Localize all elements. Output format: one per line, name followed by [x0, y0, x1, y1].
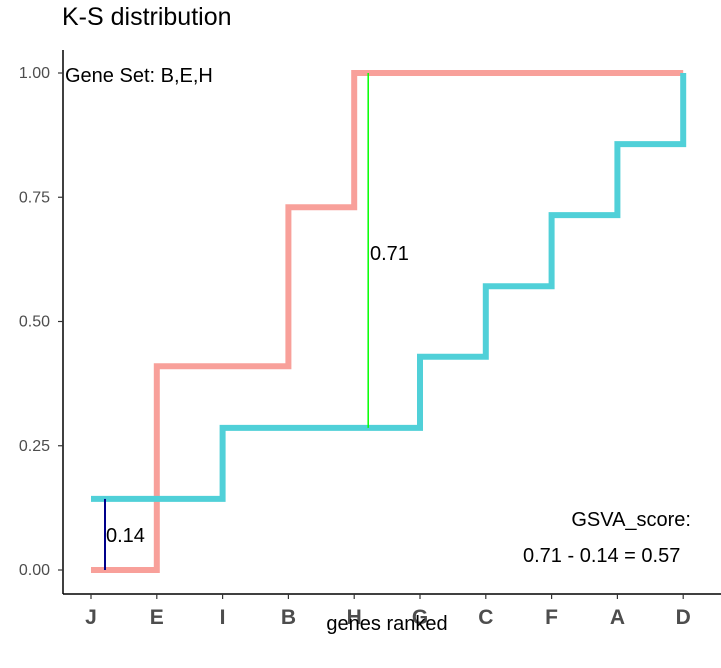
x-tick-label: A: [610, 606, 625, 629]
x-tick-label: D: [676, 606, 691, 629]
x-tick-label: H: [347, 606, 362, 629]
y-tick-label: 0.25: [19, 438, 50, 455]
series-layer: [90, 70, 687, 573]
y-tick-label: 0.50: [19, 314, 50, 331]
series-line-1: [91, 70, 684, 573]
annotation-layer: [104, 73, 369, 570]
y-tick-label: 1.00: [19, 65, 50, 82]
x-tick-label: B: [281, 606, 296, 629]
max-pos-label: 0.71: [370, 243, 409, 265]
x-tick-label: E: [150, 606, 164, 629]
x-axis-title: genes ranked: [326, 613, 447, 635]
max-neg-label: 0.14: [106, 525, 145, 547]
x-tick-label: I: [220, 606, 226, 629]
x-tick-label: G: [412, 606, 428, 629]
x-tick-label: C: [478, 606, 493, 629]
x-tick-label: J: [85, 606, 97, 629]
gene-set-label: Gene Set: B,E,H: [65, 65, 213, 87]
score-label: GSVA_score:: [571, 509, 691, 531]
chart-title: K-S distribution: [62, 3, 232, 31]
y-ticks: 0.00 0.25 0.50 0.75 1.00: [19, 65, 63, 579]
x-tick-label: F: [545, 606, 558, 629]
y-tick-label: 0.75: [19, 189, 50, 206]
y-tick-label: 0.00: [19, 562, 50, 579]
series-line-2: [91, 73, 687, 502]
score-formula: 0.71 - 0.14 = 0.57: [523, 545, 680, 567]
